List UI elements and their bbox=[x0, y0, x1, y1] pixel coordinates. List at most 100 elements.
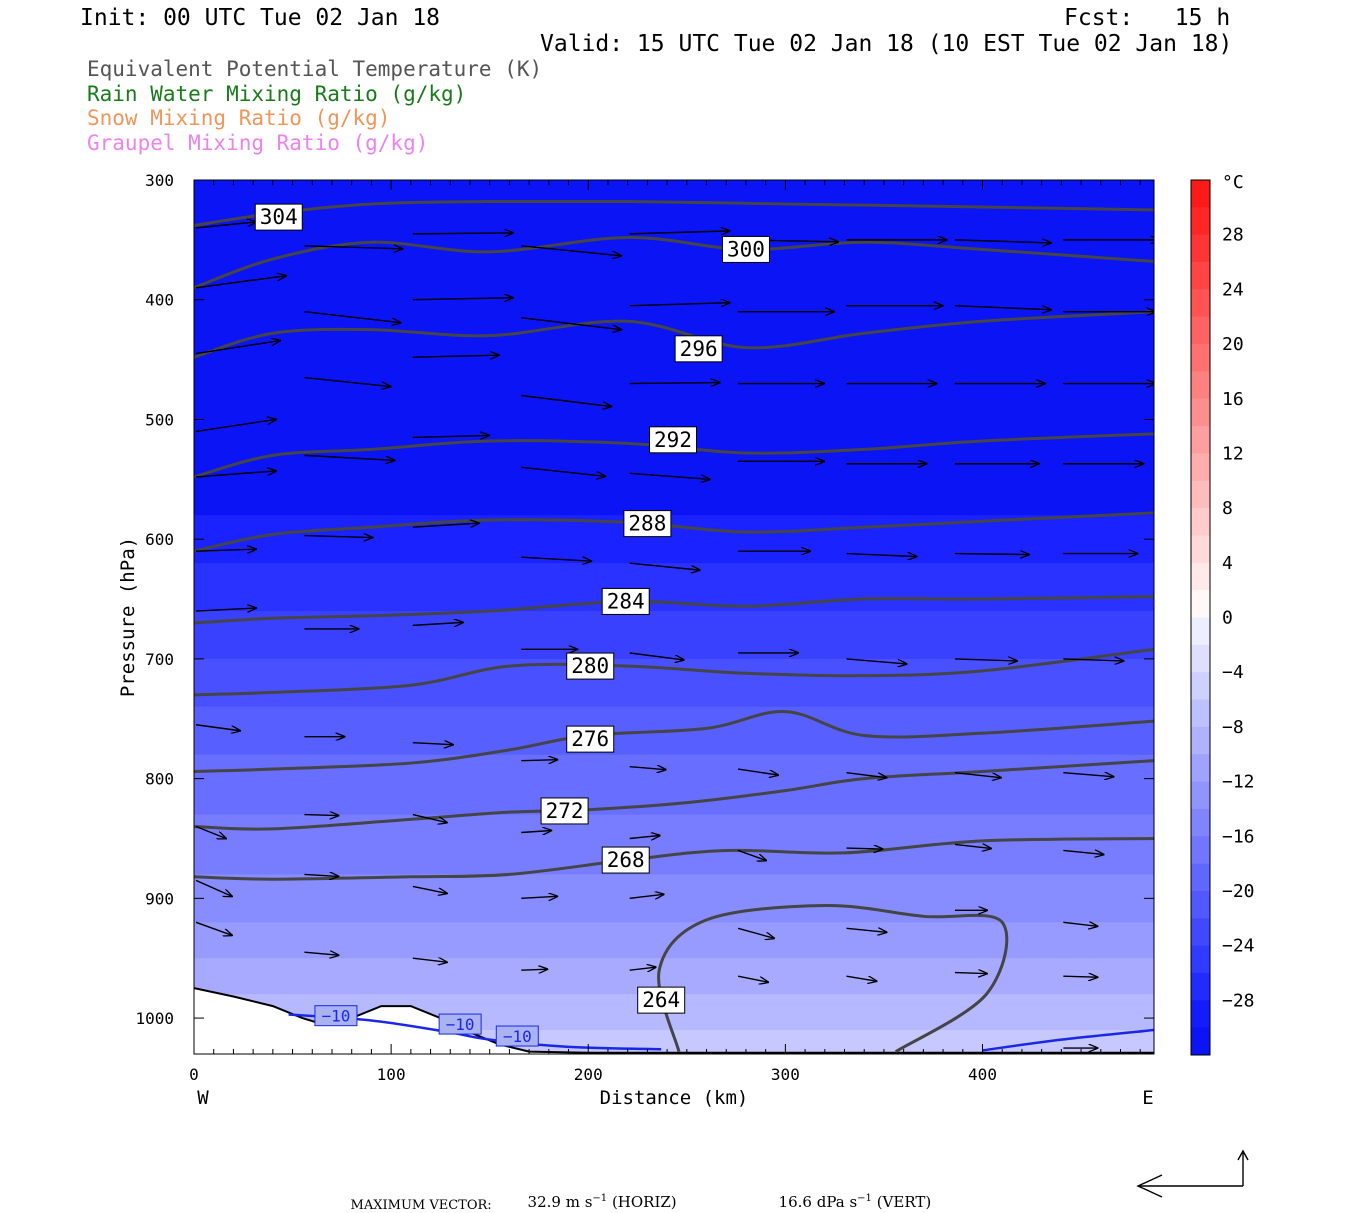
theta-e-label-text: 268 bbox=[607, 848, 645, 872]
wind-vector bbox=[846, 975, 877, 981]
wind-vector bbox=[195, 608, 256, 611]
colorbar-bin bbox=[1191, 1000, 1210, 1029]
colorbar-label: 24 bbox=[1222, 279, 1244, 300]
terrain-line bbox=[194, 987, 1154, 1054]
colorbar-bin bbox=[1191, 918, 1210, 947]
legend-graupel: Graupel Mixing Ratio (g/kg) bbox=[87, 131, 429, 155]
wind-vector bbox=[1063, 922, 1097, 926]
colorbar-bin bbox=[1191, 1027, 1210, 1056]
wind-vector bbox=[412, 622, 463, 625]
max-vector-horiz-exponent: −1 bbox=[592, 1193, 608, 1204]
wind-vector bbox=[304, 536, 372, 538]
colorbar-label: −16 bbox=[1222, 826, 1255, 847]
wind-vector bbox=[412, 523, 479, 528]
colorbar-label: 28 bbox=[1222, 225, 1244, 246]
contour-labels: 304 300 296 292 288 284 280 276 272 268 264 −10 −10 −… bbox=[254, 203, 770, 1047]
colorbar: 28 24 20 16 12 8 4 0 −4 −8 −12 −16 −20 −24 −28 °C bbox=[1190, 172, 1255, 1056]
max-vector-horiz-tag: (HORIZ) bbox=[611, 1193, 677, 1211]
theta-e-label-box bbox=[254, 203, 303, 231]
max-vector-vert-tag: (VERT) bbox=[876, 1193, 932, 1211]
temperature-band bbox=[194, 515, 1154, 564]
colorbar-label: −8 bbox=[1222, 717, 1244, 738]
theta-e-label-box bbox=[601, 587, 650, 615]
wind-vector bbox=[412, 298, 513, 300]
x-tick-label: 200 bbox=[574, 1065, 603, 1084]
wind-vector bbox=[304, 952, 338, 955]
wind-vector bbox=[954, 305, 1051, 310]
wind-vector bbox=[304, 376, 390, 387]
terrain-fill bbox=[194, 988, 1154, 1054]
max-vector-horiz-value: 32.9 m s bbox=[527, 1193, 593, 1211]
wind-vector bbox=[521, 760, 557, 761]
colorbar-bin bbox=[1191, 754, 1210, 782]
x-axis-title: Distance (km) bbox=[600, 1087, 749, 1109]
colorbar-bin bbox=[1191, 371, 1210, 400]
wind-vector bbox=[737, 849, 766, 860]
theta-e-label-text: 296 bbox=[680, 337, 718, 361]
wind-vector bbox=[954, 554, 1029, 555]
wind-vector bbox=[954, 771, 1001, 778]
colorbar-bin bbox=[1191, 781, 1210, 810]
colorbar-bin bbox=[1191, 180, 1210, 208]
wind-vector bbox=[629, 652, 684, 660]
wind-vector bbox=[304, 454, 394, 460]
theta-e-label-box bbox=[637, 986, 686, 1014]
theta-e-label-box bbox=[649, 426, 698, 454]
theta-e-contour bbox=[194, 647, 1154, 697]
wind-vector bbox=[954, 844, 991, 848]
max-vector-vert-exponent: −1 bbox=[857, 1193, 872, 1204]
rain-label-text: −10 bbox=[446, 1015, 475, 1034]
y-tick-label: 800 bbox=[145, 770, 174, 789]
colorbar-bin bbox=[1191, 344, 1210, 372]
colorbar-bin bbox=[1191, 316, 1210, 345]
colorbar-bin bbox=[1191, 617, 1210, 646]
colorbar-label: 16 bbox=[1222, 389, 1244, 410]
temperature-band bbox=[194, 611, 1154, 660]
colorbar-bin bbox=[1191, 234, 1210, 263]
legend-theta-e: Equivalent Potential Temperature (K) bbox=[87, 57, 543, 81]
wind-vector bbox=[195, 276, 286, 289]
theta-e-label-text: 276 bbox=[571, 727, 609, 751]
colorbar-bin bbox=[1191, 699, 1210, 728]
theta-e-label-box bbox=[540, 797, 589, 825]
colorbar-bin bbox=[1191, 453, 1210, 482]
wind-vector bbox=[412, 885, 447, 893]
colorbar-bin bbox=[1191, 863, 1210, 892]
wind-vector bbox=[195, 222, 256, 229]
wind-vector bbox=[412, 958, 447, 962]
y-tick-label: 600 bbox=[145, 530, 174, 549]
wind-vector bbox=[412, 813, 447, 823]
theta-e-label-text: 300 bbox=[727, 237, 765, 261]
theta-e-contour bbox=[194, 432, 1154, 479]
colorbar-label: 4 bbox=[1222, 553, 1233, 574]
x-tick-label: 300 bbox=[771, 1065, 800, 1084]
y-tick-label: 900 bbox=[145, 889, 174, 908]
y-axis-title: Pressure (hPa) bbox=[117, 537, 139, 697]
theta-e-label-box bbox=[721, 235, 770, 263]
wind-vector bbox=[521, 831, 551, 833]
wind-vector bbox=[195, 549, 256, 551]
wind-vector bbox=[521, 556, 591, 561]
wind-vector bbox=[195, 724, 240, 731]
reference-vector-icon bbox=[1136, 1149, 1249, 1198]
wind-vector bbox=[629, 383, 720, 384]
colorbar-bin bbox=[1191, 480, 1210, 509]
wind-vector bbox=[195, 471, 276, 478]
wind-vector bbox=[954, 659, 1017, 661]
colorbar-bin bbox=[1191, 398, 1210, 427]
east-label: E bbox=[1142, 1087, 1153, 1109]
colorbar-bin bbox=[1191, 672, 1210, 700]
wind-vector bbox=[521, 969, 547, 970]
theta-e-label-text: 304 bbox=[260, 205, 298, 229]
valid-time: Valid: 15 UTC Tue 02 Jan 18 (10 EST Tue … bbox=[540, 31, 1233, 57]
colorbar-bin bbox=[1191, 590, 1210, 618]
rain-label-box bbox=[438, 1013, 482, 1035]
theta-e-label-box bbox=[566, 725, 615, 753]
theta-e-label-box bbox=[674, 335, 723, 363]
rain-label-text: −10 bbox=[321, 1007, 350, 1026]
wind-vector bbox=[195, 419, 276, 433]
wind-vector bbox=[521, 466, 605, 476]
colorbar-bin bbox=[1191, 726, 1210, 755]
theta-e-label-text: 284 bbox=[607, 589, 645, 613]
